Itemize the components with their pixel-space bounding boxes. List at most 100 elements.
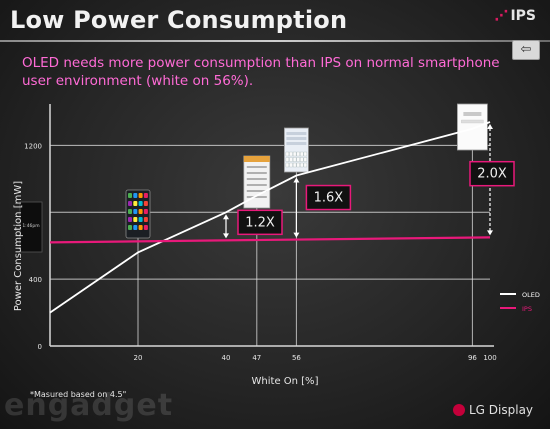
- x-tick-label: 56: [292, 354, 301, 362]
- text-line: [246, 166, 267, 168]
- app-tile: [133, 201, 138, 206]
- keyboard-screen-icon: [283, 127, 309, 173]
- y-tick-label: 0: [38, 343, 42, 351]
- message-line: [286, 142, 307, 145]
- key: [292, 162, 297, 168]
- lg-logo-icon: [453, 404, 465, 416]
- app-tile: [133, 217, 138, 222]
- series-line-ips: [49, 236, 491, 244]
- slide-title: Low Power Consumption: [10, 6, 348, 34]
- search-box: [461, 119, 484, 124]
- ips-rays-icon: ⋰: [494, 8, 509, 24]
- x-tick-label: 20: [134, 354, 143, 362]
- lg-logo-text: LG Display: [469, 403, 534, 417]
- title-underline: [0, 40, 550, 42]
- app-tile: [138, 201, 143, 206]
- app-tile: [138, 225, 143, 230]
- key: [292, 157, 297, 162]
- key: [285, 162, 290, 168]
- app-tile: [128, 193, 132, 198]
- app-tile: [138, 209, 143, 214]
- app-tile: [143, 209, 148, 214]
- footnote: *Masured based on 4.5": [30, 390, 127, 399]
- app-tile: [128, 201, 132, 206]
- key: [289, 151, 293, 157]
- arrowhead-up-icon: [293, 177, 300, 183]
- text-line: [246, 172, 267, 174]
- browser-bar: [243, 156, 270, 162]
- screen-layer: 1:46pm: [19, 103, 488, 253]
- key: [292, 151, 297, 157]
- app-tile: [143, 193, 148, 198]
- y-tick-label: 400: [29, 276, 42, 284]
- key: [296, 162, 300, 168]
- annotation-label: 2.0X: [477, 167, 507, 182]
- legend-layer: OLED IPS: [500, 291, 540, 313]
- y-tick-label: 1200: [24, 142, 42, 150]
- arrowhead-up-icon: [223, 214, 229, 220]
- lg-display-logo: LG Display: [453, 403, 533, 417]
- key: [303, 157, 308, 162]
- screen-frame: [456, 103, 488, 151]
- ips-logo-text: IPS: [510, 8, 536, 24]
- annotation-label: 1.6X: [314, 191, 344, 206]
- app-tile: [133, 193, 138, 198]
- text-line: [246, 178, 267, 180]
- key: [296, 157, 300, 162]
- app-tile: [143, 225, 148, 230]
- screen-frame: [19, 201, 43, 253]
- series-line-oled: [49, 121, 491, 314]
- x-tick-label: 40: [222, 354, 231, 362]
- key: [300, 151, 304, 157]
- search-logo-bar: [463, 112, 482, 116]
- app-tile: [143, 217, 148, 222]
- arrowhead-down-icon: [487, 230, 493, 236]
- slide-subtitle: OLED needs more power consumption than I…: [22, 55, 500, 89]
- arrowhead-down-icon: [293, 232, 300, 238]
- search-page-icon: [456, 103, 488, 151]
- text-line: [246, 184, 267, 186]
- app-tile: [133, 209, 138, 214]
- x-tick-label: 100: [483, 354, 496, 362]
- annotation-box: [305, 184, 352, 211]
- app-tile: [128, 209, 132, 214]
- ips-logo: ⋰ IPS: [494, 8, 536, 24]
- x-tick-label: 47: [252, 354, 261, 362]
- series-layer: [49, 121, 491, 314]
- text-line: [246, 190, 267, 192]
- app-tile: [138, 217, 143, 222]
- key: [285, 157, 290, 162]
- legend-label-ips: IPS: [522, 305, 532, 313]
- annotation-box: [237, 209, 283, 236]
- annotation-label: 1.2X: [245, 215, 275, 230]
- app-tile: [128, 225, 132, 230]
- engadget-watermark: engadget: [4, 388, 174, 423]
- back-arrow-icon[interactable]: ⇦: [512, 40, 540, 60]
- annotation-layer: 1.2X 1.6X 2.0X: [223, 124, 515, 239]
- message-line: [286, 137, 307, 140]
- arrowhead-down-icon: [223, 233, 229, 239]
- key: [296, 151, 300, 157]
- key: [300, 157, 304, 162]
- x-axis-label: White On [%]: [252, 376, 319, 387]
- key: [289, 162, 293, 168]
- x-tick-label: 96: [468, 354, 477, 362]
- screen-caption: 1:46pm: [22, 223, 39, 229]
- key: [303, 162, 308, 168]
- dark-screen-icon: 1:46pm: [19, 201, 43, 253]
- app-tile: [133, 225, 138, 230]
- y-axis-label: Power Consumption [mW]: [13, 181, 24, 311]
- annotation-box: [469, 160, 515, 187]
- key: [303, 151, 308, 157]
- text-line: [246, 196, 267, 198]
- app-tile: [143, 201, 148, 206]
- message-line: [286, 132, 307, 135]
- legend-label-oled: OLED: [522, 291, 540, 299]
- app-tile: [128, 217, 132, 222]
- arrowhead-up-icon: [487, 124, 493, 130]
- key: [285, 151, 290, 157]
- home-screen-icon: [125, 189, 151, 239]
- app-tile: [138, 193, 143, 198]
- key: [300, 162, 304, 168]
